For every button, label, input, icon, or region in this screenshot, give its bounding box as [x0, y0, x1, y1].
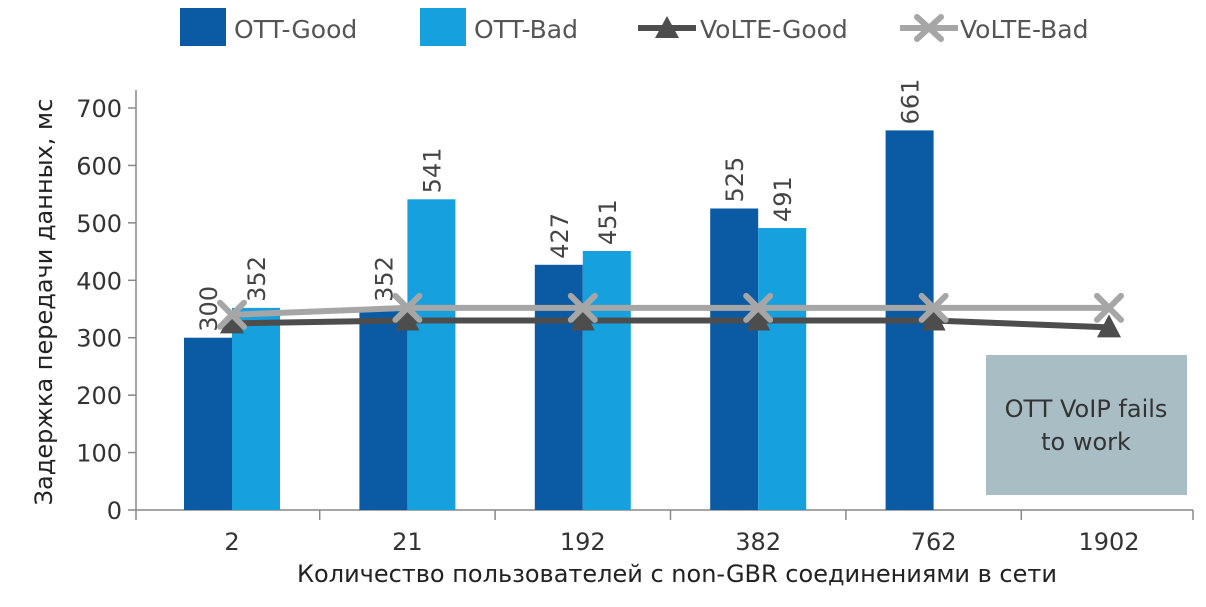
marker-volte-good	[395, 307, 420, 331]
marker-volte-bad	[918, 292, 949, 323]
y-tick-label: 400	[76, 267, 122, 295]
y-tick-label: 0	[107, 497, 122, 525]
x-tick-label: 21	[392, 528, 423, 556]
y-tick-label: 600	[76, 152, 122, 180]
legend: OTT-Good OTT-Bad VoLTE-Good VoLTE-Bad	[180, 8, 1088, 46]
data-label: 451	[594, 199, 622, 245]
bar-ott-bad	[582, 250, 631, 511]
marker-volte-bad	[217, 299, 247, 330]
marker-volte-good	[921, 307, 946, 331]
y-axis-title: Задержка передачи данных, мс	[30, 99, 58, 506]
data-label: 352	[243, 256, 271, 302]
bar-ott-bad	[407, 199, 456, 510]
marker-volte-good	[220, 310, 244, 334]
bar-ott-bad	[232, 307, 280, 510]
legend-swatch-ott-good	[180, 8, 226, 46]
annotation-text-line2: to work	[1041, 428, 1131, 456]
data-label: 525	[721, 157, 749, 203]
marker-volte-bad	[567, 292, 598, 323]
bar-ott-good	[359, 307, 408, 510]
y-ticks: 0 100 200 300 400 500 600 700	[76, 95, 136, 525]
legend-label-ott-good: OTT-Good	[234, 15, 357, 44]
y-tick-label: 500	[76, 210, 122, 238]
y-tick-label: 300	[76, 325, 122, 353]
legend-swatch-volte-good	[638, 16, 696, 38]
x-tick-label: 192	[560, 528, 606, 556]
marker-volte-good	[1097, 314, 1121, 338]
data-label: 427	[546, 213, 574, 259]
x-axis-title: Количество пользователей с non-GBR соеди…	[297, 560, 1057, 588]
data-label: 300	[195, 286, 223, 332]
line-volte-good	[231, 317, 1110, 331]
data-label: 661	[897, 79, 925, 125]
line-volte-bad	[231, 304, 1109, 318]
marker-volte-bad	[392, 292, 423, 323]
legend-label-volte-bad: VoLTE-Bad	[960, 15, 1088, 44]
legend-swatch-ott-bad	[420, 8, 466, 46]
x-tick-label: 1902	[1078, 528, 1139, 556]
x-tick-label: 762	[911, 528, 957, 556]
annotation-box: OTT VoIP fails to work	[986, 355, 1187, 495]
x-tick-label: 382	[735, 528, 781, 556]
data-label: 541	[418, 147, 446, 193]
legend-label-ott-bad: OTT-Bad	[474, 15, 578, 44]
legend-swatch-volte-bad	[900, 14, 958, 42]
marker-volte-bad	[743, 292, 774, 323]
bar-ott-good	[710, 208, 759, 510]
marker-volte-bad	[1094, 292, 1124, 323]
axes	[135, 90, 1193, 511]
legend-label-volte-good: VoLTE-Good	[700, 15, 848, 44]
y-tick-label: 700	[76, 95, 122, 123]
marker-volte-good	[746, 307, 771, 331]
annotation-background	[986, 355, 1187, 495]
lines	[217, 292, 1124, 338]
annotation-text-line1: OTT VoIP fails	[1005, 395, 1168, 423]
data-label: 491	[769, 176, 797, 222]
y-tick-label: 200	[76, 382, 122, 410]
marker-volte-good	[570, 307, 595, 331]
x-ticks: 2 21 192 382 762 1902	[135, 510, 1194, 556]
x-tick-label: 2	[224, 528, 239, 556]
bar-ott-good	[184, 337, 232, 510]
bar-ott-bad	[758, 228, 807, 511]
y-tick-label: 100	[76, 440, 122, 468]
